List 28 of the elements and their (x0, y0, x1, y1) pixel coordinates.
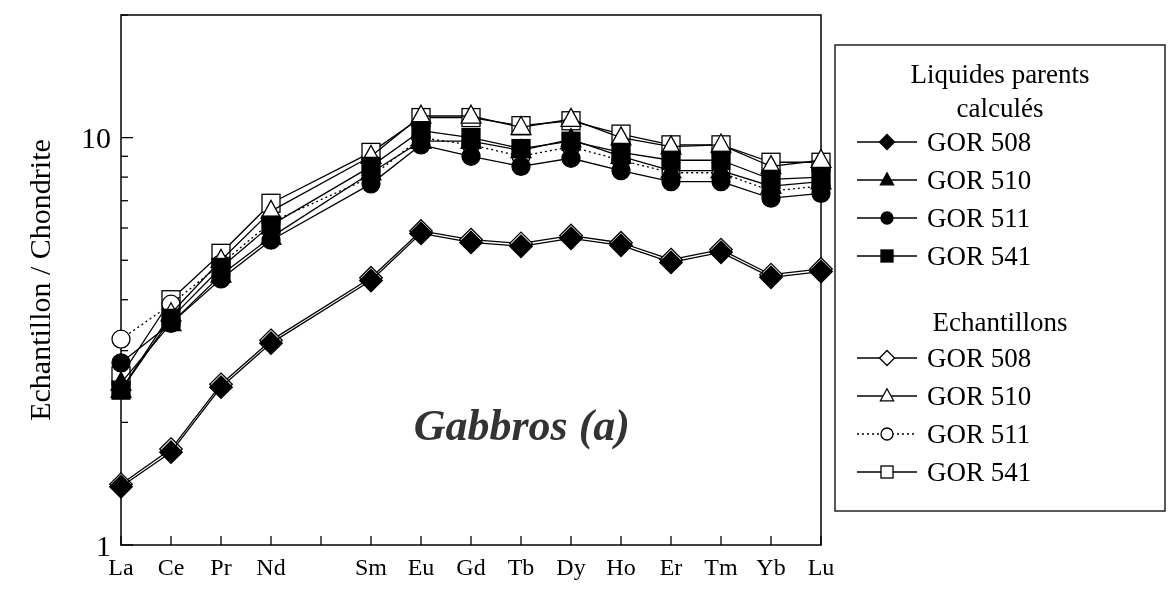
x-tick-label: La (108, 554, 134, 580)
legend-label: GOR 541 (927, 241, 1032, 271)
y-tick-label: 1 (96, 528, 111, 562)
annotation: Gabbros (a) (413, 401, 630, 450)
legend-label: GOR 508 (927, 343, 1032, 373)
legend-label: GOR 541 (927, 457, 1032, 487)
x-tick-label: Pr (210, 554, 232, 580)
x-tick-label: Dy (556, 554, 586, 580)
x-tick-label: Sm (354, 554, 388, 580)
legend-title: Liquides parents calculés (910, 59, 1090, 123)
x-tick-label: Tb (507, 554, 535, 580)
x-tick-label: Ho (606, 554, 636, 580)
x-tick-label: Gd (456, 554, 486, 580)
x-tick-label: Yb (756, 554, 786, 580)
legend-label: GOR 508 (927, 127, 1032, 157)
x-tick-label: Tm (704, 554, 738, 580)
x-tick-label: Ce (157, 554, 185, 580)
legend-label: GOR 510 (927, 381, 1032, 411)
y-axis-title: Echantillon / Chondrite (23, 139, 56, 421)
text: Echantillons (932, 307, 1068, 337)
legend-label: GOR 510 (927, 165, 1032, 195)
legend-label: GOR 511 (927, 203, 1031, 233)
x-tick-label: Er (659, 554, 683, 580)
x-tick-label: Lu (807, 554, 835, 580)
y-tick-label: 10 (81, 121, 111, 155)
legend-label: GOR 511 (927, 419, 1031, 449)
x-tick-label: Eu (407, 554, 435, 580)
x-tick-label: Nd (256, 554, 286, 580)
